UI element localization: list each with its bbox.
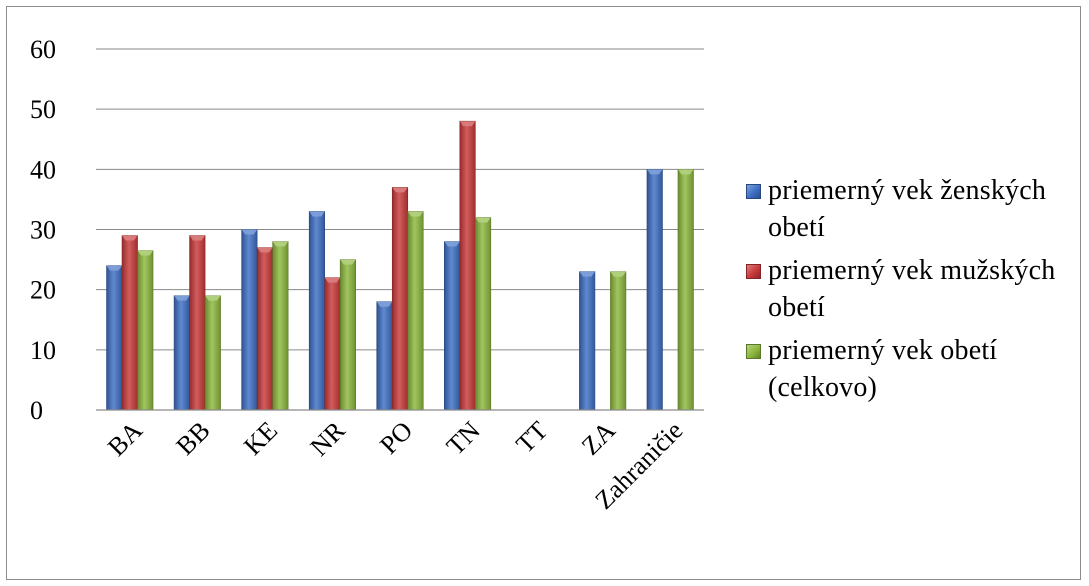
bar-female-nr	[308, 211, 325, 411]
bar-female-bb	[173, 295, 190, 411]
y-axis-ticks: 0 10 20 30 40 50 60	[30, 35, 56, 425]
bar-cap	[174, 295, 190, 301]
bar-cap	[392, 187, 408, 193]
y-tick-label: 10	[30, 336, 56, 365]
x-tick-label: ZA	[576, 416, 621, 461]
y-tick-label: 40	[30, 155, 56, 184]
bar-total-ba	[137, 250, 154, 411]
y-tick-label: 20	[30, 276, 56, 305]
legend-label-male: priemerný vek mužských obetí	[768, 255, 1056, 323]
bar-cap	[205, 295, 221, 301]
bar-cap	[646, 169, 663, 175]
legend-swatch-female	[746, 184, 761, 199]
bar-cap	[106, 265, 123, 271]
bar-cap	[610, 271, 626, 277]
bar-cap	[272, 241, 289, 247]
legend-item-total: priemerný vek obetí (celkovo)	[746, 332, 1086, 406]
bar-cap	[324, 277, 341, 283]
x-tick-label: TT	[510, 416, 553, 459]
x-tick-label: KE	[238, 416, 283, 461]
bar-total-bb	[204, 295, 221, 411]
bar-cap	[444, 241, 460, 247]
bar-cap	[309, 211, 325, 217]
x-tick-label: BB	[171, 416, 216, 461]
bar-female-ba	[106, 265, 123, 411]
legend-item-male: priemerný vek mužských obetí	[746, 252, 1086, 326]
bar-male-ke	[256, 247, 273, 411]
bar-total-nr	[339, 259, 356, 411]
bar-cap	[340, 259, 356, 265]
x-tick-label: TN	[441, 416, 486, 461]
legend-swatch-male	[746, 264, 761, 279]
bar-male-po	[391, 187, 409, 411]
bar-cap	[137, 250, 154, 256]
bars	[106, 120, 694, 411]
bar-total-zahraničie	[677, 169, 694, 411]
bar-female-tn	[444, 241, 461, 411]
bar-cap	[579, 271, 595, 277]
bar-male-tn	[459, 120, 476, 411]
bar-female-po	[376, 301, 393, 411]
legend-label-total: priemerný vek obetí (celkovo)	[768, 335, 998, 403]
bar-cap	[407, 211, 424, 217]
legend-swatch-total	[746, 344, 761, 359]
chart-frame	[6, 6, 1081, 580]
bar-cap	[122, 235, 138, 241]
y-tick-label: 0	[30, 396, 43, 425]
bar-cap	[677, 169, 694, 175]
bar-cap	[475, 217, 491, 223]
bar-female-za	[579, 271, 596, 411]
bar-female-ke	[241, 229, 258, 411]
bar-cap	[241, 229, 258, 235]
bar-total-tn	[475, 217, 492, 411]
bar-male-nr	[324, 277, 341, 411]
bar-cap	[376, 301, 393, 307]
legend-item-female: priemerný vek ženských obetí	[746, 172, 1086, 246]
bar-cap	[189, 235, 206, 241]
bar-cap	[459, 121, 476, 127]
legend: priemerný vek ženských obetí priemerný v…	[746, 172, 1086, 412]
x-tick-label: PO	[374, 416, 418, 460]
bar-male-ba	[121, 235, 138, 411]
y-tick-label: 50	[30, 95, 56, 124]
legend-label-female: priemerný vek ženských obetí	[768, 175, 1047, 243]
bar-female-zahraničie	[646, 169, 663, 411]
y-tick-label: 30	[30, 216, 56, 245]
bar-total-za	[610, 271, 627, 411]
bar-male-bb	[189, 235, 206, 411]
bar-total-ke	[272, 241, 289, 411]
bar-cap	[257, 247, 273, 253]
bar-total-po	[407, 211, 424, 411]
x-tick-label: BA	[102, 416, 148, 462]
y-tick-label: 60	[30, 35, 56, 64]
x-tick-label: NR	[305, 415, 352, 462]
